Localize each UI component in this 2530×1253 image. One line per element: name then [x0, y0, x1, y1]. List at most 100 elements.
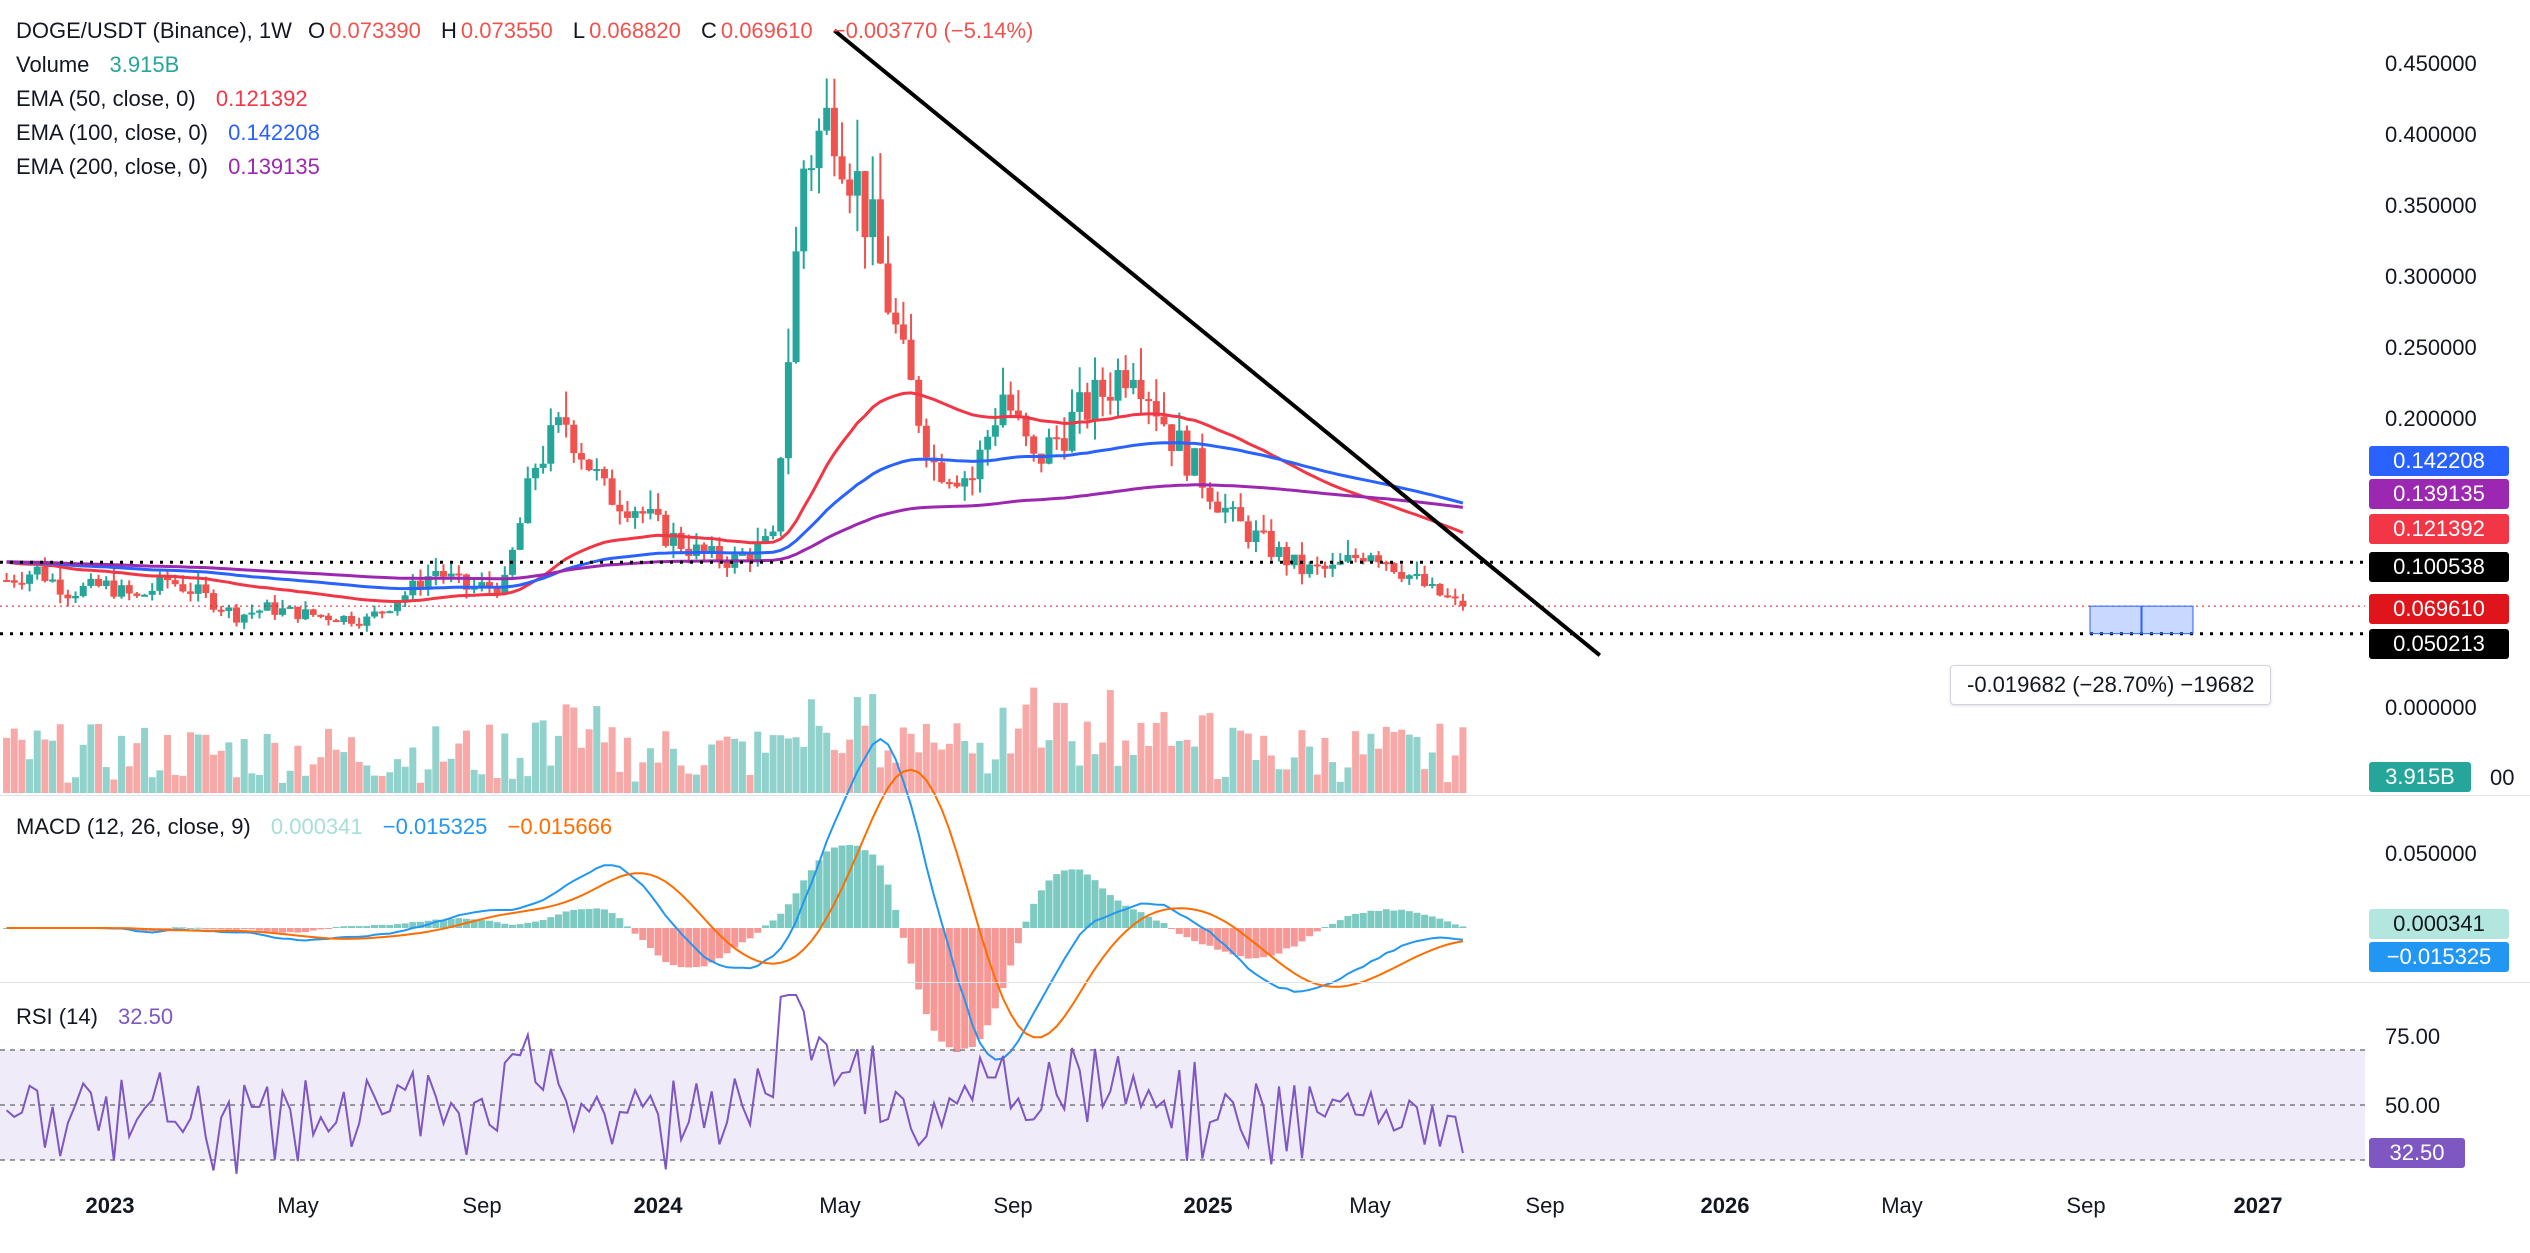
- volume-bar: [3, 737, 11, 793]
- macd-histogram-bar: [1290, 928, 1298, 947]
- candle-body: [1060, 438, 1068, 451]
- ema200-price-tag: 0.139135: [2369, 479, 2509, 509]
- pane-separator[interactable]: [0, 982, 2530, 983]
- ema200-legend[interactable]: EMA (200, close, 0) 0.139135: [16, 150, 324, 184]
- candle-body: [447, 573, 455, 577]
- macd-histogram-bar: [1198, 928, 1206, 945]
- macd-histogram-bar: [485, 920, 493, 928]
- time-axis-label: 2024: [633, 1193, 683, 1218]
- candle-body: [1290, 554, 1298, 566]
- volume-bar: [508, 778, 516, 793]
- candle-body: [233, 607, 241, 623]
- macd-histogram-bar: [332, 927, 340, 929]
- macd-histogram-bar: [984, 928, 992, 1026]
- macd-histogram-bar: [1459, 926, 1467, 928]
- ema100-legend[interactable]: EMA (100, close, 0) 0.142208: [16, 116, 324, 150]
- low-value: 0.068820: [589, 18, 681, 43]
- macd-histogram-bar: [999, 928, 1007, 989]
- price-range-measure-label[interactable]: -0.019682 (−28.70%) −19682: [1950, 665, 2272, 705]
- macd-histogram-bar: [179, 927, 187, 929]
- candle-body: [462, 574, 470, 590]
- candle-body: [746, 553, 754, 562]
- volume-bar: [141, 727, 149, 793]
- volume-bar: [907, 733, 915, 793]
- volume-bar: [1122, 740, 1130, 793]
- macd-histogram-bar: [938, 928, 946, 1042]
- volume-tag: 3.915B: [2369, 762, 2471, 792]
- volume-bar: [18, 739, 26, 793]
- candle-body: [332, 620, 340, 623]
- volume-bar: [938, 749, 946, 793]
- candle-body: [830, 107, 838, 157]
- macd-histogram-bar: [1206, 928, 1214, 946]
- candle-body: [884, 263, 892, 313]
- macd-histogram-bar: [853, 845, 861, 928]
- volume-bar: [1421, 769, 1429, 793]
- volume-bar: [976, 742, 984, 793]
- candle-body: [18, 582, 26, 585]
- macd-histogram-bar: [1083, 874, 1091, 928]
- candle-body: [1152, 401, 1160, 417]
- candle-body: [654, 508, 662, 515]
- candle-body: [516, 523, 524, 550]
- candle-body: [1375, 555, 1383, 563]
- pane-separator[interactable]: [0, 795, 2530, 796]
- volume-bar: [1260, 735, 1268, 793]
- volume-bar: [1137, 722, 1145, 793]
- candle-body: [26, 574, 34, 584]
- candle-body: [876, 199, 884, 264]
- macd-histogram-bar: [286, 928, 294, 933]
- candle-body: [493, 587, 501, 594]
- price-axis-label: 0.350000: [2385, 193, 2477, 218]
- candle-body: [49, 579, 57, 582]
- candle-body: [133, 593, 141, 596]
- macd-histogram-bar: [976, 928, 984, 1040]
- macd-histogram-bar: [1060, 870, 1068, 928]
- macd-histogram-bar: [654, 928, 662, 956]
- ema200-value: 0.139135: [228, 154, 320, 179]
- candle-body: [953, 482, 961, 487]
- volume-bar: [769, 735, 777, 793]
- volume-bar: [746, 774, 754, 793]
- time-axis-label: May: [819, 1193, 861, 1218]
- candle-body: [401, 595, 409, 603]
- volume-bar: [33, 730, 41, 793]
- volume-bar: [401, 766, 409, 793]
- macd-histogram-bar: [677, 928, 685, 968]
- candle-body: [892, 312, 900, 325]
- candle-body: [1405, 575, 1413, 579]
- macd-histogram-bar: [1244, 928, 1252, 959]
- candle-body: [1214, 501, 1222, 513]
- candle-body: [1252, 530, 1260, 543]
- candle-body: [41, 566, 49, 581]
- volume-legend[interactable]: Volume 3.915B: [16, 48, 183, 82]
- volume-bar: [754, 731, 762, 793]
- time-axis-label: May: [1881, 1193, 1923, 1218]
- volume-bar: [945, 743, 953, 793]
- volume-bar: [1344, 767, 1352, 793]
- candle-body: [1053, 437, 1061, 440]
- volume-bar: [608, 727, 616, 793]
- time-axis-label: 2027: [2233, 1193, 2283, 1218]
- macd-histogram-bar: [1313, 928, 1321, 932]
- ema50-legend[interactable]: EMA (50, close, 0) 0.121392: [16, 82, 312, 116]
- volume-bar: [447, 758, 455, 793]
- macd-histogram-bar: [738, 928, 746, 943]
- macd-legend[interactable]: MACD (12, 26, close, 9) 0.000341 −0.0153…: [16, 810, 616, 844]
- candle-body: [662, 514, 670, 546]
- candle-body: [823, 107, 831, 131]
- macd-histogram-bar: [1237, 928, 1245, 957]
- macd-histogram-bar: [1160, 923, 1168, 928]
- volume-bar: [800, 746, 808, 793]
- candle-body: [1099, 379, 1107, 397]
- macd-histogram-bar: [363, 925, 371, 928]
- macd-histogram-bar: [1375, 910, 1383, 928]
- candle-body: [631, 511, 639, 518]
- candle-body: [156, 575, 164, 591]
- rsi-legend[interactable]: RSI (14) 32.50: [16, 1000, 177, 1034]
- candle-body: [485, 582, 493, 588]
- candle-body: [194, 584, 202, 594]
- candle-body: [784, 362, 792, 459]
- macd-hist-tag: 0.000341: [2369, 909, 2509, 939]
